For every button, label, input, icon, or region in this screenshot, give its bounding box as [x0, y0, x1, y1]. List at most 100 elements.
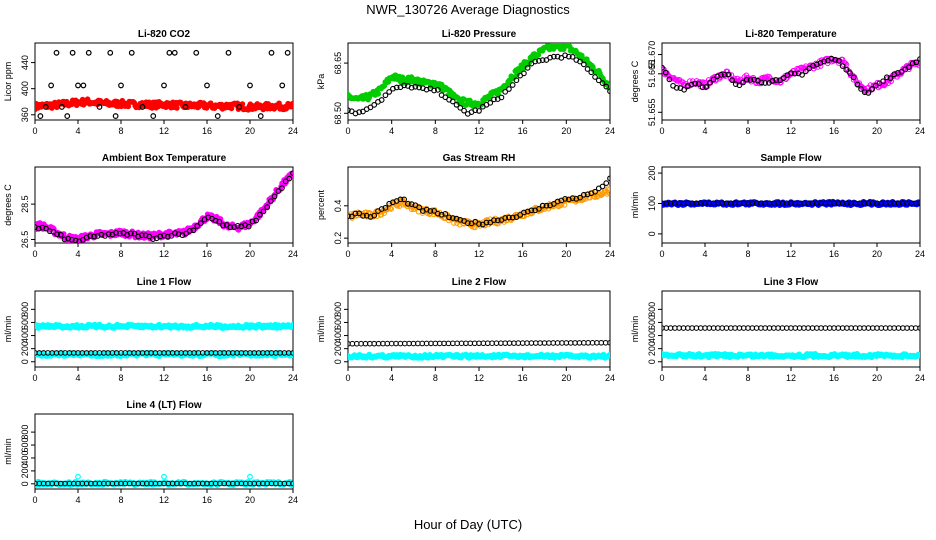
data-point [472, 224, 478, 231]
data-point [494, 217, 501, 224]
data-point [502, 215, 509, 221]
data-point [913, 59, 920, 66]
data-point [584, 191, 591, 198]
x-tick-label: 4 [389, 249, 394, 259]
x-tick-label: 16 [202, 249, 212, 259]
x-tick-label: 24 [288, 495, 298, 505]
series-2 [662, 325, 920, 331]
data-point [487, 99, 494, 106]
panel-title: Line 4 (LT) Flow [126, 400, 202, 411]
data-point [150, 236, 156, 242]
data-point [64, 113, 71, 119]
data-point [61, 236, 68, 243]
data-point [743, 76, 750, 83]
data-point [268, 198, 274, 205]
panel-title: Li-820 Pressure [442, 29, 517, 40]
data-point [279, 82, 286, 89]
data-point [279, 185, 285, 191]
data-point [595, 77, 602, 84]
data-point [438, 211, 445, 218]
data-point [498, 94, 505, 101]
data-point [113, 230, 119, 236]
data-point [348, 213, 351, 220]
data-point [569, 53, 576, 60]
x-tick-label: 4 [75, 373, 80, 383]
x-tick-label: 16 [518, 249, 528, 259]
data-point [69, 236, 75, 243]
data-point [416, 84, 422, 91]
data-point [607, 186, 610, 192]
data-point [699, 84, 706, 91]
y-axis-label: ml/min [630, 316, 640, 343]
data-point [401, 196, 407, 203]
y-tick-label: 0 [20, 481, 30, 486]
data-point [434, 87, 441, 93]
data-point [139, 232, 145, 239]
data-point [906, 64, 912, 71]
x-tick-label: 16 [202, 495, 212, 505]
series-group [348, 339, 610, 361]
data-point [729, 77, 735, 83]
panel-title: Gas Stream RH [443, 153, 516, 164]
chart-panel-3: Li-820 Temperature 0 4 8 12 16 20 24 51.655 51.66… [630, 29, 925, 136]
x-tick-label: 0 [32, 126, 37, 136]
data-point [464, 220, 471, 227]
data-point [577, 58, 583, 65]
data-point [487, 219, 494, 226]
data-point [275, 188, 282, 194]
y-tick-label: 200 [647, 341, 657, 356]
data-point [168, 232, 175, 239]
data-point [607, 88, 610, 95]
x-tick-label: 16 [518, 373, 528, 383]
data-point [536, 205, 542, 212]
figure-title: NWR_130726 Average Diagnostics [366, 2, 570, 17]
x-tick-label: 20 [561, 249, 571, 259]
x-tick-label: 16 [202, 373, 212, 383]
panel-title: Line 3 Flow [764, 277, 819, 288]
data-point [416, 204, 422, 211]
x-tick-label: 4 [702, 373, 707, 383]
data-point [502, 88, 509, 95]
data-point [125, 103, 132, 110]
data-point [917, 56, 920, 62]
data-point [212, 217, 219, 224]
y-tick-label: 400 [647, 328, 657, 343]
data-point [692, 80, 699, 87]
x-tick-label: 16 [829, 126, 839, 136]
data-point [513, 77, 520, 84]
y-tick-label: 400 [20, 81, 30, 96]
x-tick-label: 20 [872, 373, 882, 383]
data-point [245, 223, 252, 230]
data-point [580, 61, 587, 68]
data-point [569, 195, 576, 201]
data-point [491, 217, 497, 223]
y-axis-label: ml/min [3, 438, 13, 465]
data-point [472, 107, 479, 114]
data-point [758, 79, 765, 86]
data-point [91, 233, 97, 240]
data-point [284, 49, 291, 56]
data-point [412, 83, 419, 90]
data-point [536, 58, 542, 64]
data-point [166, 49, 173, 56]
data-point [799, 72, 805, 78]
y-tick-label: 400 [20, 450, 30, 465]
data-point [271, 193, 278, 200]
data-point [434, 210, 441, 217]
data-point [348, 213, 355, 220]
data-point [521, 70, 527, 77]
data-point [725, 71, 732, 78]
y-tick-label: 68.50 [333, 102, 343, 125]
y-tick-label: 51.670 [647, 41, 657, 69]
panel-frame [34, 413, 294, 490]
x-tick-label: 24 [288, 126, 298, 136]
data-point [780, 75, 787, 81]
x-tick-label: 12 [474, 249, 484, 259]
series-2 [348, 52, 610, 117]
data-point [828, 55, 835, 62]
y-tick-label: 51.655 [647, 99, 657, 127]
data-point [118, 82, 124, 89]
x-tick-label: 20 [245, 373, 255, 383]
data-point [382, 204, 389, 211]
data-point [535, 52, 542, 58]
